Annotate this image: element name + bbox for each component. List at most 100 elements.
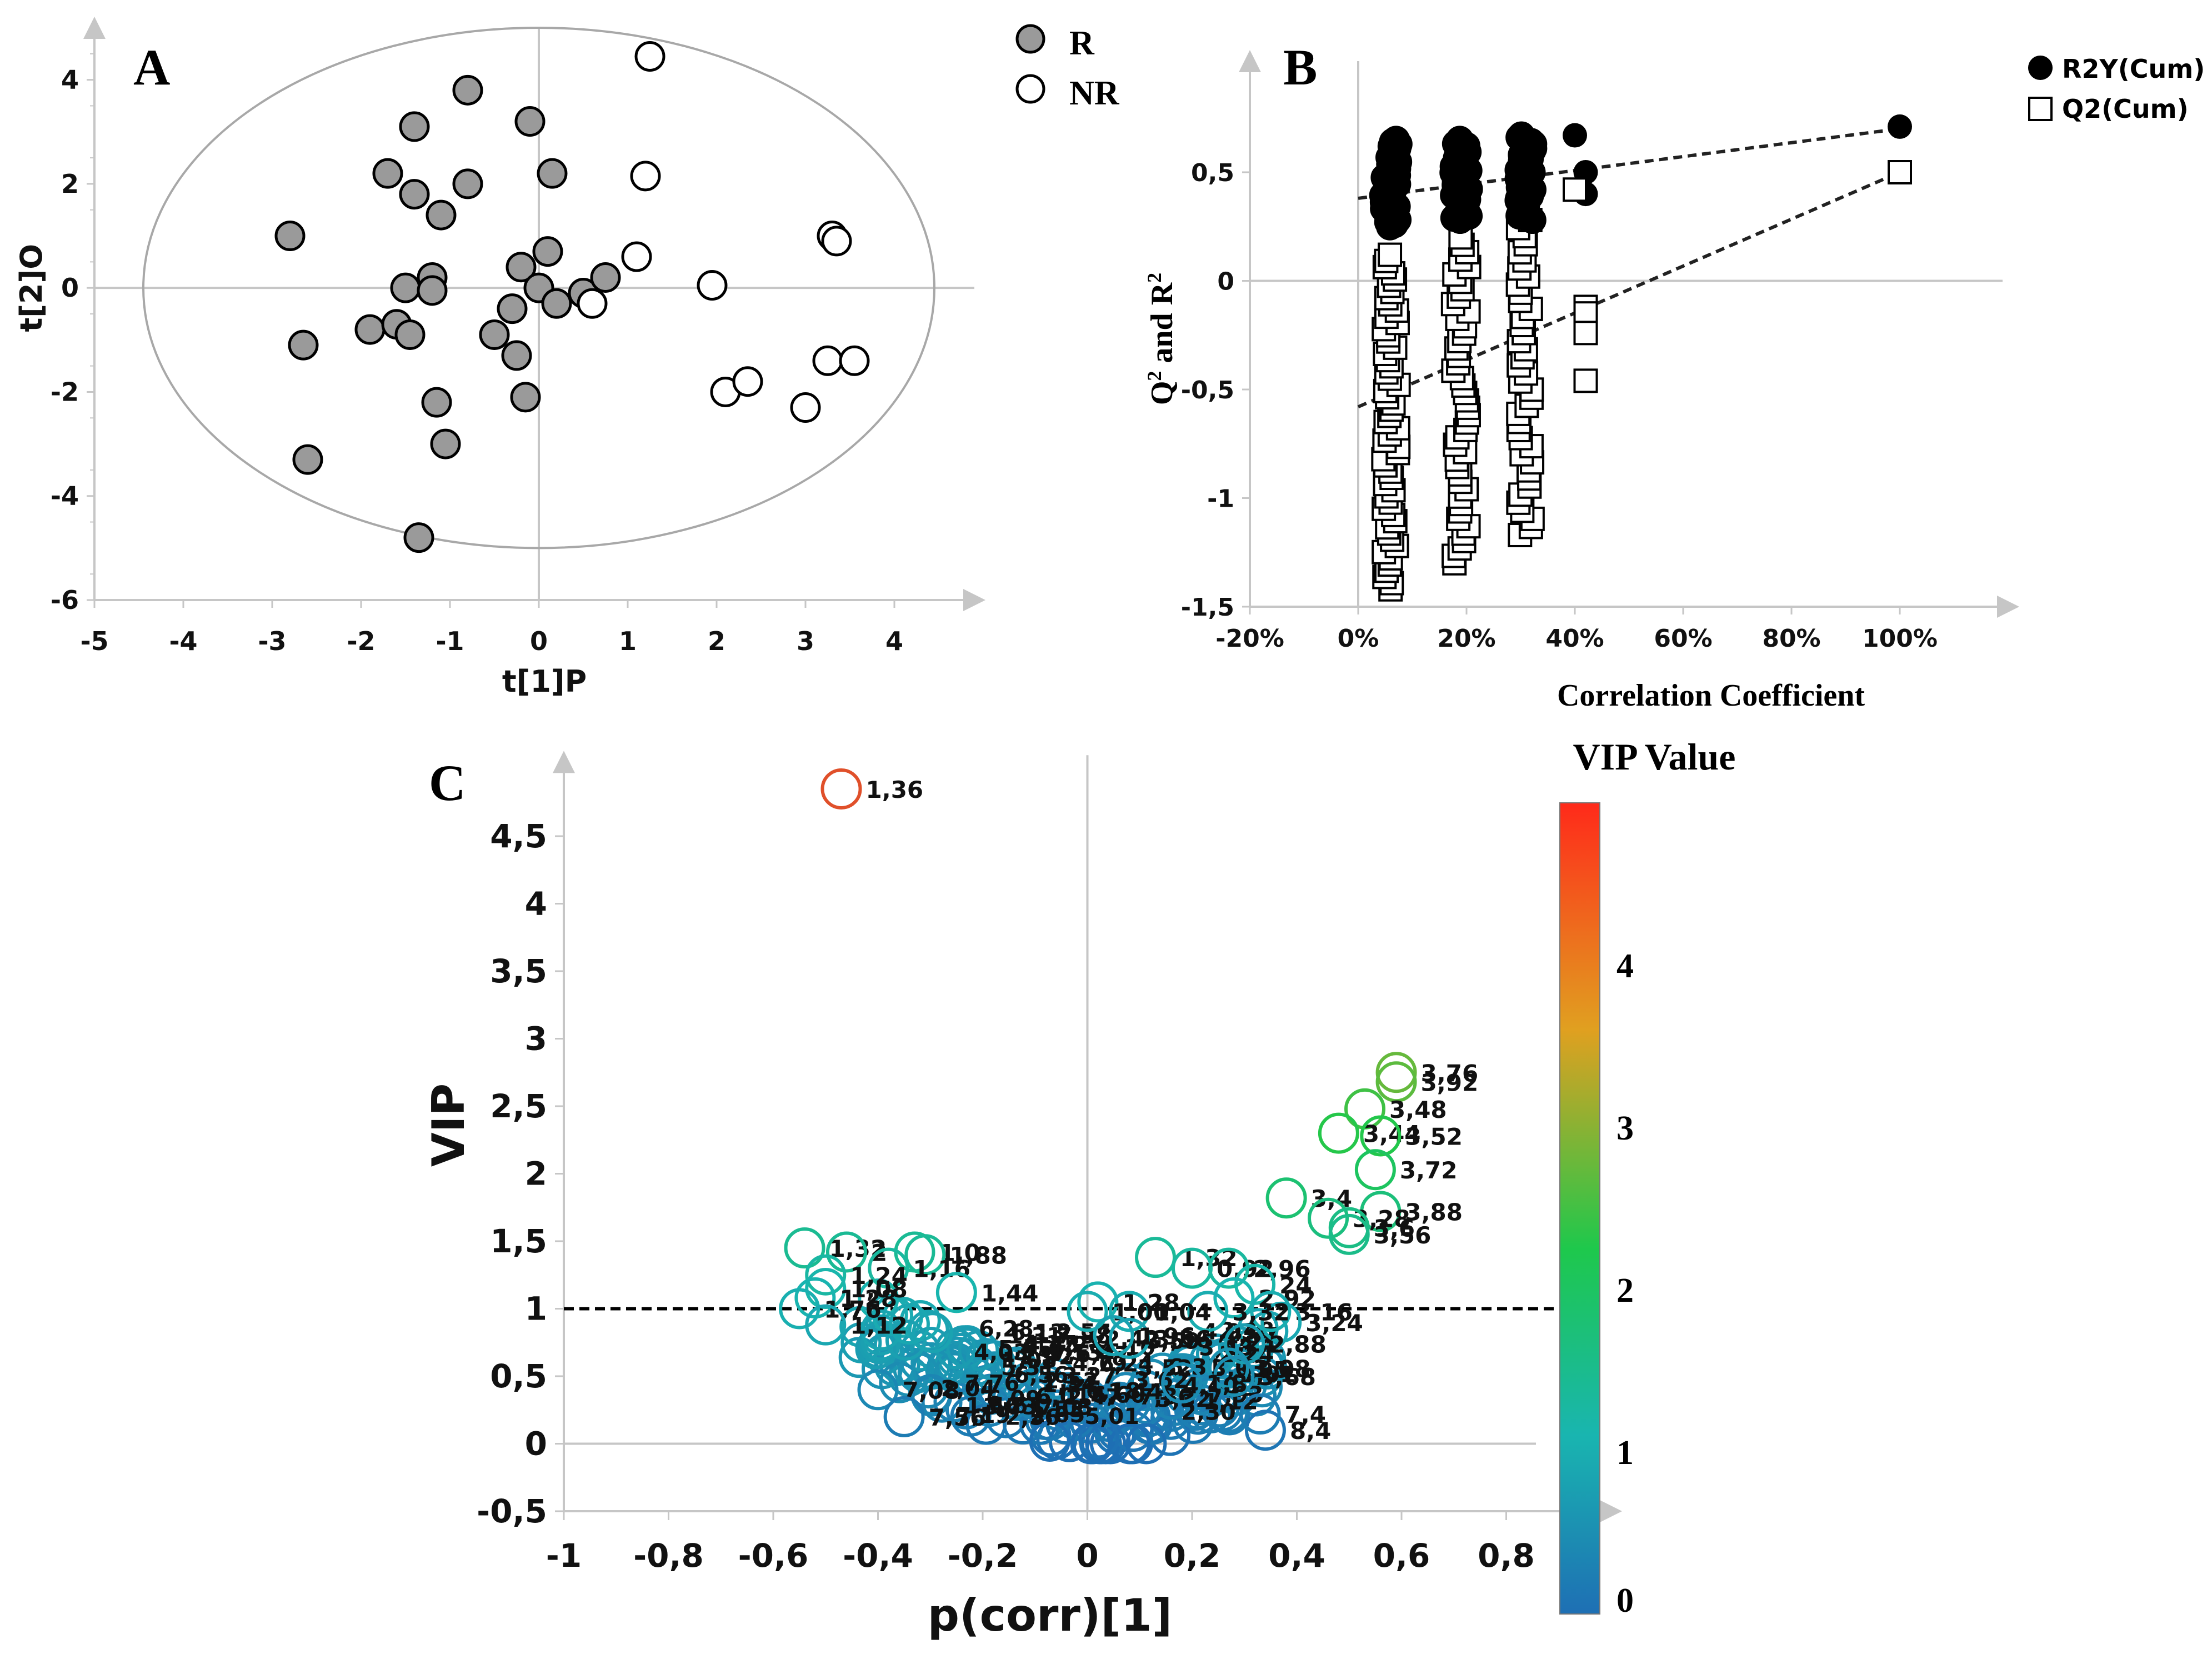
point-r — [394, 319, 426, 350]
vip-label-clutter: 2,47 — [1067, 1385, 1122, 1410]
vip-point-label: 3,56 — [1374, 1222, 1432, 1249]
vip-label-clutter: 6,09 — [986, 1387, 1041, 1412]
x-tick-label-c: 0,4 — [1268, 1537, 1325, 1575]
vip-point-labeled — [883, 1396, 925, 1437]
vip-point — [996, 1346, 1038, 1388]
panel-label-a: A — [133, 39, 170, 96]
point-r — [372, 158, 403, 189]
y-tick-label-c: 2,5 — [490, 1087, 547, 1125]
vip-point — [969, 1386, 1010, 1427]
colorbar — [1559, 802, 1600, 1615]
vip-point — [1109, 1382, 1151, 1424]
vip-point-labeled — [1093, 1315, 1134, 1357]
x-tick-label-c: 0,8 — [1478, 1537, 1535, 1575]
y-tick-label-c: 1 — [525, 1290, 547, 1328]
vip-point — [1093, 1382, 1135, 1423]
point-nr — [839, 345, 870, 376]
vip-label-clutter: 6,28 — [979, 1316, 1034, 1342]
vip-point — [1180, 1374, 1222, 1416]
x-axis-label-a: t[1]P — [502, 664, 587, 699]
vip-point — [860, 1309, 902, 1351]
vip-point-label: 3,72 — [1400, 1157, 1458, 1184]
vip-label-clutter: 6,13 — [1010, 1320, 1065, 1346]
vip-point — [885, 1319, 927, 1361]
vip-point-labeled — [1108, 1317, 1150, 1359]
q2-point — [1573, 368, 1598, 393]
vip-point-label: 1,76 — [824, 1296, 882, 1323]
point-r — [497, 293, 528, 324]
vip-point-label: 8,4 — [1290, 1417, 1331, 1445]
vip-point — [958, 1330, 999, 1371]
vip-point — [1070, 1423, 1112, 1465]
y-axis-label-a: t[2]O — [14, 244, 49, 332]
y-tick-label-c: -0,5 — [477, 1492, 547, 1530]
vip-point-label: 2,88 — [1269, 1331, 1327, 1358]
r2y-point — [1445, 126, 1474, 154]
vip-point-labeled — [1318, 1112, 1359, 1154]
vip-label-clutter: 6,18 — [1086, 1379, 1141, 1405]
vip-point-label: 3,92 — [1421, 1069, 1479, 1096]
point-nr — [812, 345, 843, 376]
colorbar-title: VIP Value — [1573, 736, 1736, 778]
x-tick-label-a: -5 — [80, 626, 108, 656]
vip-point-label: 7,4 — [1285, 1401, 1326, 1428]
point-r — [288, 329, 319, 361]
vip-point-labeled — [1308, 1197, 1349, 1239]
vip-point — [935, 1328, 977, 1370]
legend-marker-q2 — [2028, 97, 2053, 121]
vip-label-clutter: 7,36 — [1139, 1385, 1194, 1410]
vip-point-labeled — [1213, 1356, 1255, 1397]
vip-point-labeled — [1187, 1291, 1229, 1332]
vip-point — [992, 1377, 1033, 1419]
y-tick-label-c: 0,5 — [490, 1357, 547, 1395]
x-axis-label-c: p(corr)[1] — [928, 1590, 1172, 1641]
point-r — [452, 74, 483, 106]
vip-point-labeled — [1213, 1277, 1255, 1319]
colorbar-tick-label: 4 — [1617, 947, 1634, 985]
vip-point-labeled — [1077, 1281, 1119, 1323]
legend-label-a-r: R — [1069, 24, 1095, 62]
y-tick-label-b: 0,5 — [1191, 159, 1234, 187]
vip-label-clutter: 4,45 — [1025, 1332, 1080, 1358]
vip-label-clutter: 2,04 — [941, 1376, 996, 1402]
vip-point-label: 3,68 — [1258, 1363, 1316, 1391]
point-nr — [732, 366, 763, 397]
point-r — [514, 106, 546, 137]
vip-label-clutter: 7,03 — [1038, 1395, 1093, 1420]
point-r — [421, 387, 452, 418]
y-tick-label-c: 3 — [525, 1020, 547, 1058]
x-tick-label-c: -0,6 — [738, 1537, 809, 1575]
point-nr — [697, 270, 728, 301]
point-r — [399, 179, 430, 210]
vip-point-labeled — [825, 1231, 867, 1273]
y-tick-label-a: -6 — [51, 585, 79, 615]
x-tick-label-c: 0 — [1076, 1537, 1098, 1575]
confidence-ellipse — [142, 27, 935, 549]
vip-point-label: 24 — [1279, 1272, 1312, 1299]
y-tick-label-a: 0 — [61, 273, 79, 303]
x-tick-label-a: 1 — [619, 626, 637, 656]
point-r — [399, 111, 430, 142]
colorbar-tick-label: 3 — [1617, 1110, 1634, 1147]
vip-label-clutter: 2,52 — [1044, 1368, 1099, 1394]
vip-label-clutter: 1,53 — [1030, 1397, 1085, 1422]
point-r — [510, 382, 541, 413]
vip-point-labeled — [1108, 1291, 1150, 1332]
vip-label-clutter: 1,31 — [1008, 1323, 1063, 1349]
y-tick-label-b: -1 — [1207, 485, 1234, 513]
y-tick-label-c: 4,5 — [490, 817, 547, 855]
q2-point — [1563, 177, 1587, 202]
vip-point-labeled — [805, 1254, 847, 1296]
vip-point — [1029, 1399, 1071, 1441]
y-tick-label-a: -4 — [51, 481, 79, 511]
point-r — [292, 444, 323, 475]
point-r — [532, 236, 563, 267]
vip-point-label: 3,08 — [1253, 1355, 1311, 1382]
vip-point-label: 3,36 — [1154, 1326, 1212, 1353]
vip-label-clutter: 3,53 — [1048, 1340, 1103, 1366]
y-tick-label-c: 0 — [525, 1425, 547, 1463]
colorbar-tick-label: 0 — [1617, 1582, 1634, 1620]
vip-point-label: 1,08 — [850, 1276, 908, 1303]
vip-point-label: 3,76 — [1421, 1060, 1479, 1087]
point-r — [430, 428, 461, 459]
